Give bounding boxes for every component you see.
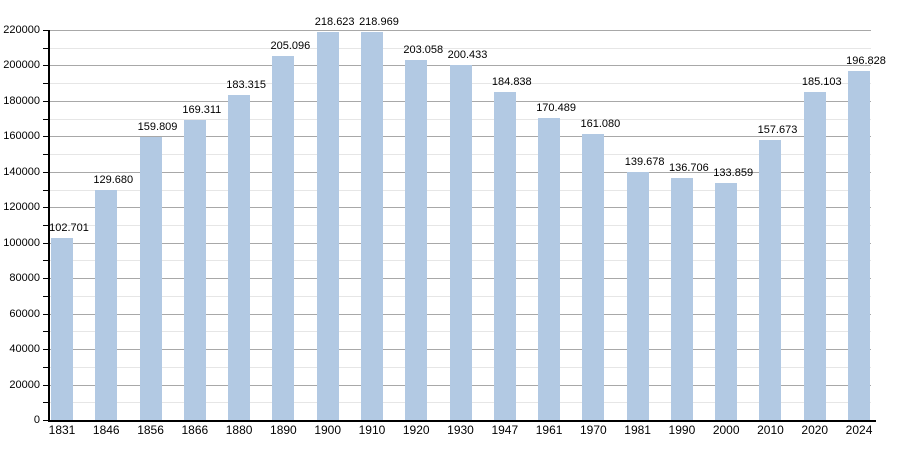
x-tick-label: 1856 [137,423,164,437]
y-axis-tick [43,171,49,173]
y-axis-tick [43,65,49,67]
bar [626,172,649,420]
bar [228,95,251,420]
y-axis-tick [43,30,49,31]
bar-value-label: 170.489 [536,101,576,114]
bar-value-label: 183.315 [226,79,266,92]
bar-value-label: 185.103 [801,75,842,88]
y-axis-tick [43,384,49,386]
y-tick-label: 20000 [9,378,40,391]
y-tick-label: 40000 [9,343,40,356]
bar-value-label: 169.311 [182,103,222,116]
y-tick-label: 160000 [3,130,40,143]
y-tick-label: 120000 [3,201,40,214]
bar-value-label: 200.433 [447,48,488,61]
x-tick-label: 1880 [225,423,253,437]
bar-value-label: 136.706 [669,161,709,174]
x-tick-label: 2020 [801,423,829,437]
y-axis-tick [43,349,49,351]
y-axis-tick [43,278,49,280]
y-tick-label: 180000 [3,94,40,107]
bar [449,64,472,420]
bar-value-label: 102.701 [49,221,89,234]
bar [848,71,871,420]
bar [316,32,339,420]
bar [183,119,206,420]
x-tick-label: 2000 [712,423,740,437]
y-tick-label: 100000 [3,236,40,249]
bar-value-label: 203.058 [403,44,444,57]
y-axis-tick [43,118,49,120]
x-tick-label: 1900 [314,423,342,437]
x-tick-label: 1970 [580,423,607,437]
bar [715,182,738,420]
bar-value-label: 139.678 [624,156,665,169]
y-axis-tick [43,154,49,156]
y-axis-tick [43,295,49,297]
bar-value-label: 196.828 [846,55,886,68]
y-axis-tick [43,225,49,226]
y-axis-tick [43,100,49,102]
bar [139,136,162,420]
y-axis-tick [43,420,49,421]
x-tick-label: 1981 [624,423,651,437]
x-tick-label: 1910 [358,423,386,437]
bar [405,60,428,420]
gridline-major [49,30,871,31]
y-axis-tick [43,136,49,138]
bar [272,56,295,420]
x-tick-label: 1831 [48,423,76,437]
y-axis-tick [43,313,49,315]
bar-value-label: 129.680 [93,174,134,187]
bar [95,190,118,420]
x-tick-label: 1920 [402,423,430,437]
bar [360,31,383,420]
x-tick-label: 1961 [535,423,563,437]
bar [51,237,73,420]
y-tick-label: 140000 [3,165,40,178]
y-tick-label: 200000 [3,59,40,72]
x-tick-label: 1990 [668,423,696,437]
y-axis-tick [43,402,49,404]
bar-value-label: 161.080 [580,118,621,131]
bar [493,92,516,420]
x-tick-label: 1846 [92,423,120,437]
y-axis-tick [43,189,49,191]
bar-value-label: 218.969 [359,15,399,28]
y-axis-tick [43,331,49,333]
bar-value-label: 184.838 [491,76,532,89]
bar [759,140,782,420]
x-tick-label: 2010 [757,423,784,437]
y-tick-label: 220000 [3,24,40,36]
y-tick-label: 0 [33,414,40,426]
bar-value-label: 133.859 [713,166,754,179]
bar-value-label: 205.096 [270,40,311,53]
y-tick-label: 80000 [9,272,40,285]
bar [582,134,605,420]
x-tick-label: 1930 [447,423,474,437]
x-tick-label: 1866 [181,423,209,437]
bar [670,177,693,420]
y-axis-tick [43,47,49,49]
x-tick-label: 2024 [845,423,873,437]
y-axis-tick [43,260,49,262]
x-axis-line [48,420,876,422]
y-axis-tick [43,366,49,368]
x-tick-label: 1947 [491,423,519,437]
bar-value-label: 218.623 [314,16,355,29]
y-axis-tick [43,242,49,244]
x-tick-label: 1890 [270,423,297,437]
y-axis-line [48,30,50,422]
y-tick-label: 60000 [9,307,40,320]
bar [803,91,826,420]
bar-value-label: 159.809 [137,120,178,133]
y-axis-tick [43,83,49,85]
bar-value-label: 157.673 [757,124,798,137]
gridline-minor [49,47,871,49]
bar [538,117,561,420]
y-axis-tick [43,207,49,209]
